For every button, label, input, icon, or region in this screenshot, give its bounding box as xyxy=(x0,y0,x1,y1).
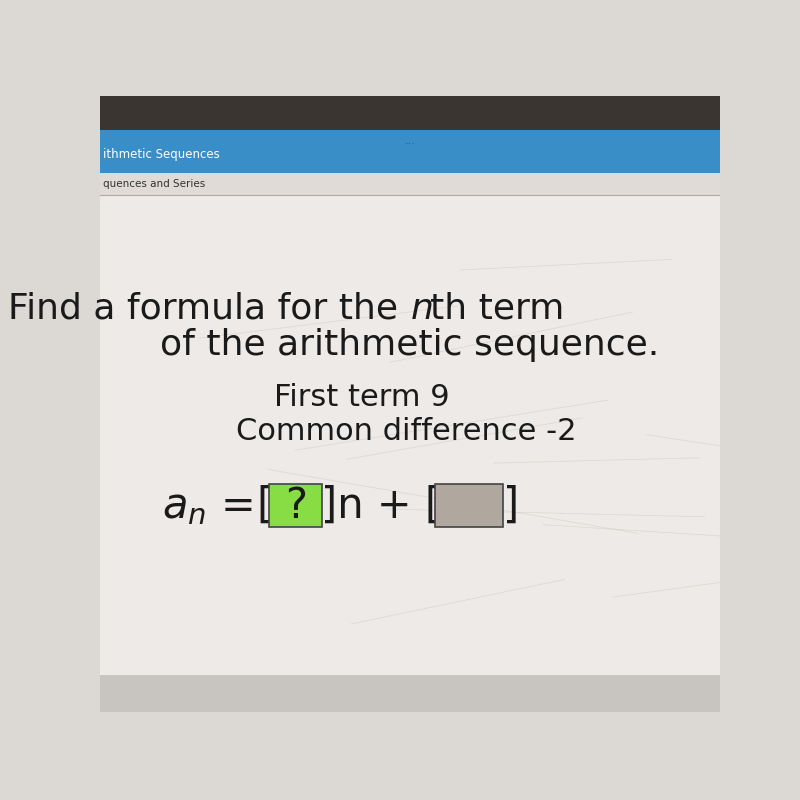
FancyBboxPatch shape xyxy=(270,484,322,527)
Text: Find a formula for the: Find a formula for the xyxy=(9,291,410,326)
Text: of the arithmetic sequence.: of the arithmetic sequence. xyxy=(160,329,660,362)
Bar xyxy=(100,173,720,194)
FancyBboxPatch shape xyxy=(435,484,503,527)
Bar xyxy=(100,675,720,712)
Text: n: n xyxy=(411,291,434,326)
Bar xyxy=(100,96,720,130)
Text: =: = xyxy=(221,485,256,526)
Text: ]n + [: ]n + [ xyxy=(321,485,441,526)
Text: Common difference -2: Common difference -2 xyxy=(237,418,577,446)
Text: ...: ... xyxy=(405,136,415,146)
Text: ]: ] xyxy=(503,485,519,526)
Text: $a_n$: $a_n$ xyxy=(162,485,206,526)
Text: quences and Series: quences and Series xyxy=(103,178,206,189)
Bar xyxy=(100,194,720,675)
Bar xyxy=(100,130,720,173)
Text: th term: th term xyxy=(430,291,564,326)
Text: ithmetic Sequences: ithmetic Sequences xyxy=(103,148,220,162)
Text: ?: ? xyxy=(285,485,306,526)
Text: [: [ xyxy=(256,485,273,526)
Text: First term 9: First term 9 xyxy=(274,383,450,412)
